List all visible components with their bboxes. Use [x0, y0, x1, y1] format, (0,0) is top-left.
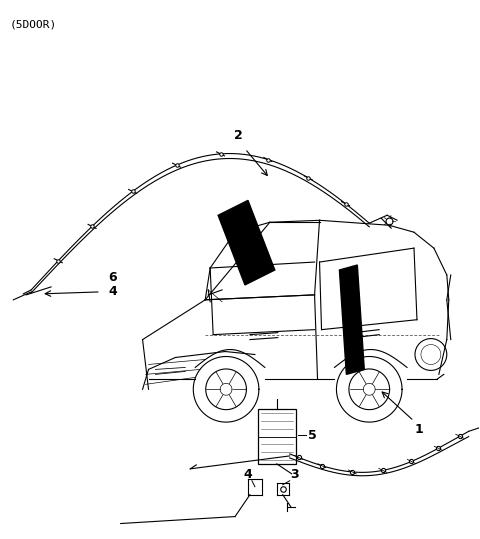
Text: 4: 4: [243, 468, 252, 481]
Text: 6: 6: [108, 272, 117, 285]
Bar: [258, 409, 296, 464]
Text: 5: 5: [308, 429, 316, 441]
Text: (5DOOR): (5DOOR): [9, 19, 57, 30]
Text: 4: 4: [108, 285, 117, 299]
Text: 2: 2: [234, 129, 242, 142]
Text: 1: 1: [415, 423, 423, 436]
Text: 3: 3: [290, 468, 299, 481]
Polygon shape: [218, 201, 275, 285]
Polygon shape: [339, 265, 364, 375]
